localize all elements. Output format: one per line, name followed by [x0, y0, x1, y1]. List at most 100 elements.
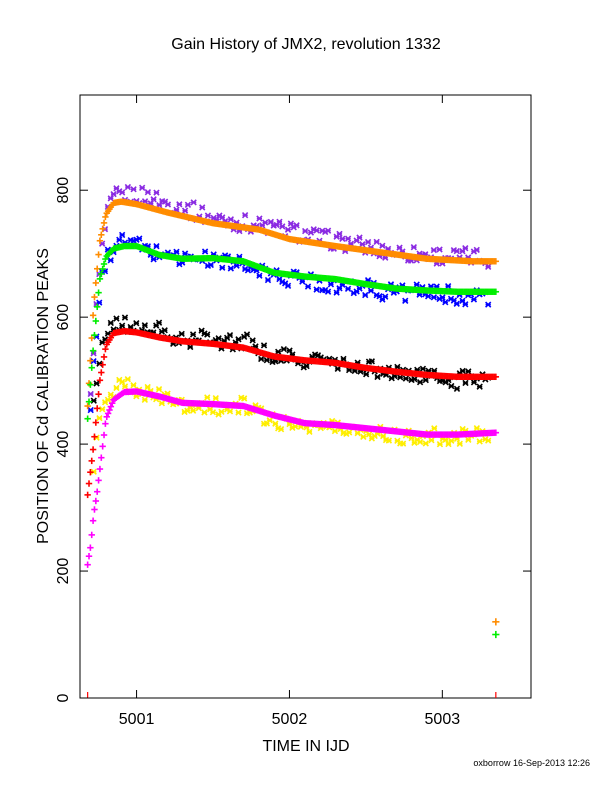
series-8	[84, 388, 500, 568]
data-point	[382, 293, 389, 300]
data-point	[184, 407, 191, 414]
data-point	[333, 289, 340, 296]
data-point	[215, 335, 222, 342]
data-point	[201, 248, 209, 255]
data-point	[136, 235, 143, 242]
data-point	[362, 291, 369, 299]
curve-point	[94, 488, 101, 495]
curve-point	[95, 477, 102, 484]
data-point	[462, 301, 469, 308]
curve-point	[87, 469, 94, 476]
data-point	[107, 257, 114, 264]
data-point	[436, 246, 443, 253]
curve-point	[100, 353, 108, 361]
data-point	[130, 382, 137, 389]
data-point	[284, 226, 292, 233]
data-point	[476, 438, 483, 445]
data-point	[99, 406, 106, 413]
data-point	[313, 227, 320, 234]
data-point	[359, 241, 366, 248]
curve-point	[109, 400, 116, 407]
data-point	[261, 219, 269, 226]
data-point	[201, 409, 208, 416]
data-point	[436, 441, 444, 448]
data-point	[104, 396, 112, 403]
data-point	[473, 246, 480, 254]
curve-point	[87, 544, 94, 551]
curve-point	[99, 225, 106, 233]
data-point	[462, 245, 469, 252]
curve-point	[84, 402, 91, 410]
data-point	[397, 374, 404, 381]
data-point	[155, 386, 163, 393]
data-point	[87, 390, 94, 398]
data-point	[374, 373, 381, 381]
data-point	[144, 189, 152, 196]
plot-frame	[79, 94, 532, 699]
curve-point	[104, 410, 112, 417]
data-point	[411, 376, 418, 383]
data-point	[430, 246, 438, 254]
data-point	[331, 427, 339, 435]
data-point	[116, 236, 123, 243]
curve-point	[84, 415, 91, 422]
series-5	[84, 198, 500, 410]
data-point	[219, 264, 226, 271]
y-tick-label: 0	[55, 693, 72, 702]
curve-point	[95, 391, 102, 398]
data-point	[453, 385, 461, 392]
x-tick-label: 5002	[272, 711, 308, 728]
data-point	[113, 315, 120, 322]
data-point	[118, 322, 126, 329]
series-4	[90, 375, 492, 475]
data-point	[356, 234, 363, 241]
data-point	[302, 227, 309, 235]
data-point	[334, 365, 341, 373]
data-point	[279, 223, 286, 230]
series-6	[84, 242, 500, 422]
curve-point	[94, 303, 101, 311]
data-point	[379, 242, 386, 249]
data-point	[212, 395, 219, 402]
curve-point	[492, 429, 500, 436]
data-point	[453, 247, 460, 255]
curve-point	[85, 480, 93, 487]
chart-title: Gain History of JMX2, revolution 1332	[171, 36, 441, 53]
curve-point	[89, 312, 97, 319]
data-point	[107, 319, 114, 327]
data-point	[153, 242, 160, 250]
chart-marks	[84, 183, 500, 639]
curve-point	[88, 364, 95, 371]
curve-point	[96, 237, 104, 244]
data-point	[368, 358, 376, 365]
data-point	[235, 336, 242, 343]
data-point	[241, 212, 249, 219]
data-point	[276, 218, 283, 225]
data-point	[344, 235, 352, 242]
data-point	[410, 243, 418, 251]
data-point	[324, 227, 332, 234]
data-point	[448, 437, 455, 444]
data-point	[292, 423, 299, 430]
curve-point	[85, 553, 93, 560]
curve-point	[96, 275, 104, 283]
data-point	[336, 230, 343, 238]
data-point	[204, 212, 212, 219]
data-point	[402, 375, 410, 382]
data-point	[260, 342, 268, 349]
data-point	[164, 201, 172, 208]
data-point	[313, 286, 320, 293]
curve-point	[96, 465, 104, 473]
data-point	[207, 261, 214, 269]
data-point	[266, 417, 273, 424]
y-axis-label: POSITION OF Cd CALIBRATION PEAKS	[35, 248, 52, 544]
data-point	[360, 433, 367, 440]
data-point	[340, 355, 347, 363]
curve-point	[102, 213, 109, 221]
curve-point	[99, 443, 106, 450]
data-point	[399, 440, 407, 447]
data-point	[439, 294, 446, 301]
data-point	[304, 283, 312, 290]
data-point	[121, 314, 129, 321]
